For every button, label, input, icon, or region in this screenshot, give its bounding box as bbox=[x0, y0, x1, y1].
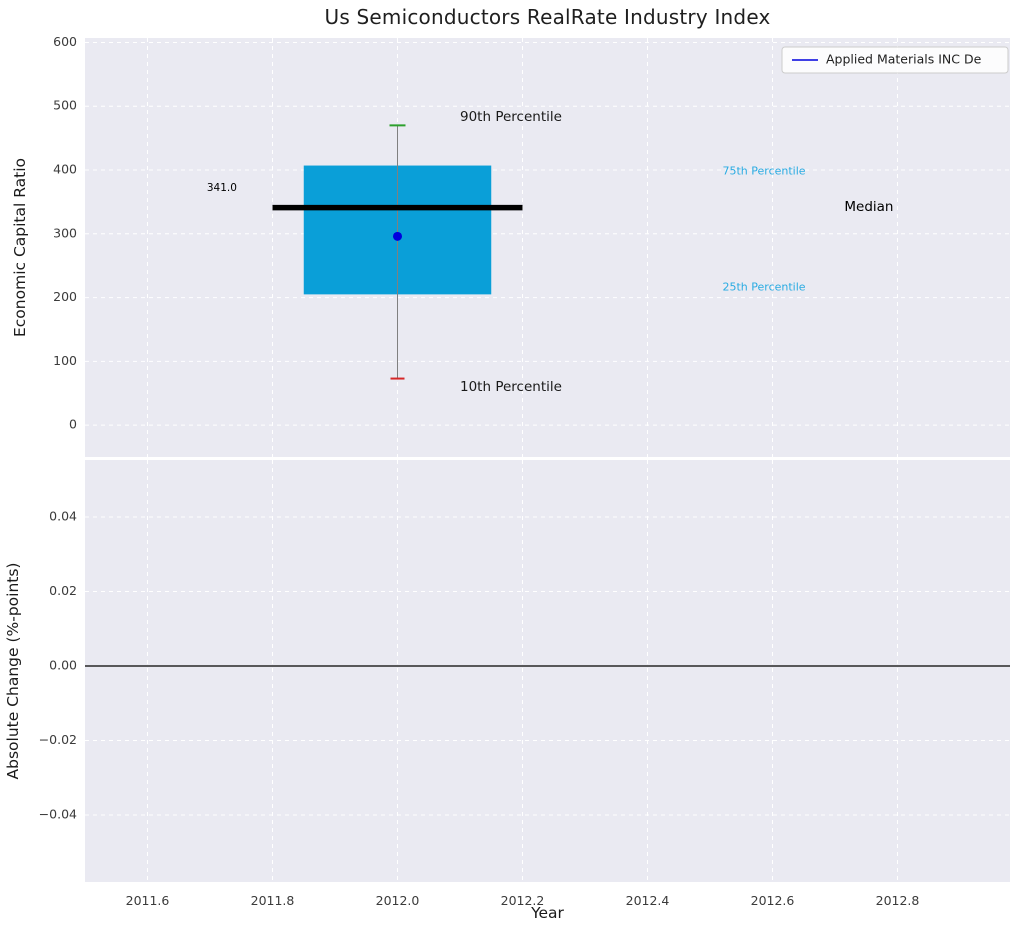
ylabel-top: Economic Capital Ratio bbox=[11, 158, 29, 337]
p75-label: 75th Percentile bbox=[723, 164, 806, 177]
plot-area-top bbox=[85, 38, 1010, 457]
plot-area-bottom bbox=[85, 460, 1010, 882]
y-tick-label-bottom: 0.00 bbox=[49, 657, 77, 672]
chart-title: Us Semiconductors RealRate Industry Inde… bbox=[324, 5, 771, 29]
y-tick-label-top: 400 bbox=[53, 162, 77, 177]
x-tick-label: 2012.4 bbox=[626, 893, 670, 908]
p25-label: 25th Percentile bbox=[723, 280, 806, 293]
y-tick-label-top: 500 bbox=[53, 98, 77, 113]
x-tick-label: 2012.0 bbox=[376, 893, 420, 908]
x-tick-label: 2011.8 bbox=[251, 893, 295, 908]
y-tick-label-top: 100 bbox=[53, 353, 77, 368]
ylabel-bottom: Absolute Change (%-points) bbox=[4, 563, 22, 780]
y-tick-label-top: 300 bbox=[53, 225, 77, 240]
y-tick-label-bottom: −0.02 bbox=[39, 732, 77, 747]
y-tick-label-bottom: 0.04 bbox=[49, 508, 77, 523]
legend-box bbox=[781, 46, 1009, 74]
median-label: Median bbox=[844, 199, 893, 215]
y-tick-label-bottom: −0.04 bbox=[39, 806, 77, 821]
x-tick-label: 2012.8 bbox=[876, 893, 920, 908]
xlabel: Year bbox=[530, 904, 564, 922]
y-tick-label-top: 0 bbox=[69, 417, 77, 432]
y-tick-label-top: 200 bbox=[53, 289, 77, 304]
p10-label: 10th Percentile bbox=[460, 379, 562, 395]
y-tick-label-top: 600 bbox=[53, 34, 77, 49]
legend-label: Applied Materials INC De bbox=[826, 52, 982, 67]
y-tick-label-bottom: 0.02 bbox=[49, 583, 77, 598]
median-value-label: 341.0 bbox=[207, 182, 237, 194]
x-tick-label: 2012.2 bbox=[501, 893, 545, 908]
p90-label: 90th Percentile bbox=[460, 109, 562, 125]
x-tick-label: 2011.6 bbox=[126, 893, 170, 908]
company-marker bbox=[393, 231, 402, 241]
x-tick-label: 2012.6 bbox=[751, 893, 795, 908]
